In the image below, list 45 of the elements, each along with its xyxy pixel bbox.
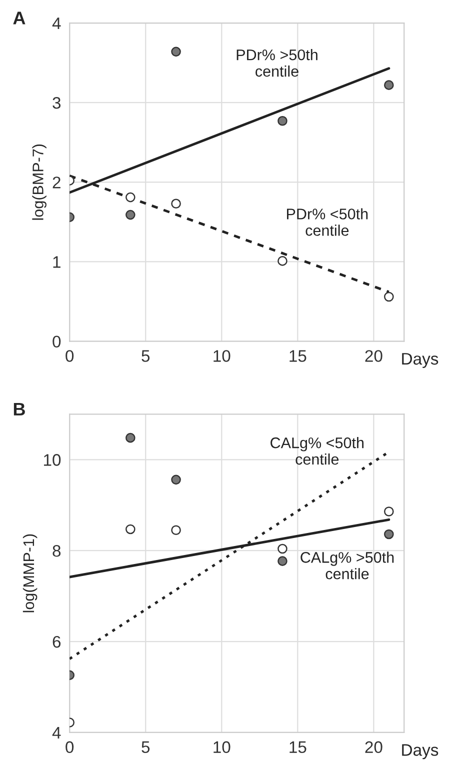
point bbox=[384, 80, 394, 90]
annotation: CALg% <50th centile bbox=[270, 437, 364, 465]
y-tick-label: 4 bbox=[52, 18, 61, 30]
annotation: PDr% >50th centile bbox=[236, 49, 318, 77]
point bbox=[384, 506, 394, 516]
point bbox=[171, 46, 181, 57]
chart-title: A bbox=[13, 12, 26, 24]
y-tick-label: 10 bbox=[44, 454, 61, 466]
x-tick-label: 15 bbox=[290, 350, 306, 362]
y-tick-label: 0 bbox=[52, 336, 61, 348]
x-tick-label: 0 bbox=[66, 350, 74, 362]
point bbox=[171, 474, 181, 485]
x-tick-label: 10 bbox=[214, 350, 230, 362]
x-tick-label: 5 bbox=[142, 350, 150, 362]
point bbox=[384, 292, 394, 302]
point bbox=[278, 544, 288, 554]
y-tick-label: 1 bbox=[53, 256, 60, 268]
point bbox=[126, 210, 136, 220]
point bbox=[384, 529, 394, 540]
y-tick-label: 2 bbox=[52, 176, 60, 188]
x-tick-label: 15 bbox=[290, 741, 306, 754]
x-tick-label: 0 bbox=[66, 741, 74, 754]
y-axis-title: log(BMP-7) bbox=[32, 144, 46, 220]
y-tick-label: 6 bbox=[52, 636, 61, 648]
point bbox=[278, 256, 288, 266]
point bbox=[126, 192, 136, 202]
point bbox=[126, 524, 136, 534]
y-tick-label: 4 bbox=[52, 727, 61, 739]
y-axis-title: log(MMP-1) bbox=[22, 534, 38, 612]
x-axis-title: Days bbox=[402, 353, 438, 368]
point bbox=[126, 432, 136, 443]
annotation: PDr% <50th centile bbox=[287, 208, 368, 236]
point bbox=[278, 556, 288, 566]
point bbox=[171, 525, 181, 536]
y-tick-label: 8 bbox=[52, 544, 61, 557]
x-axis-title: Days bbox=[402, 744, 438, 760]
point bbox=[171, 198, 181, 209]
y-tick-label: 3 bbox=[52, 96, 61, 109]
x-tick-label: 20 bbox=[365, 741, 382, 754]
point bbox=[278, 116, 288, 126]
x-tick-label: 20 bbox=[365, 350, 382, 362]
x-tick-label: 10 bbox=[214, 741, 230, 754]
annotation: CALg% >50th centile bbox=[300, 552, 394, 580]
x-tick-label: 5 bbox=[142, 741, 150, 754]
chart-title: B bbox=[14, 402, 25, 416]
